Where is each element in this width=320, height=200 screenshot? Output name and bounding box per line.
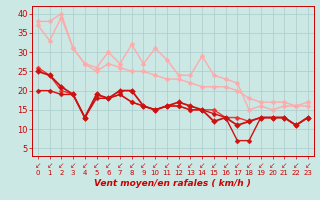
Text: ↙: ↙ bbox=[82, 162, 88, 171]
Text: ↙: ↙ bbox=[199, 162, 205, 171]
Text: ↙: ↙ bbox=[93, 162, 100, 171]
Text: ↙: ↙ bbox=[46, 162, 53, 171]
Text: ↙: ↙ bbox=[175, 162, 182, 171]
Text: ↙: ↙ bbox=[105, 162, 111, 171]
Text: ↙: ↙ bbox=[35, 162, 41, 171]
Text: ↙: ↙ bbox=[293, 162, 299, 171]
Text: ↙: ↙ bbox=[234, 162, 241, 171]
Text: ↙: ↙ bbox=[258, 162, 264, 171]
X-axis label: Vent moyen/en rafales ( km/h ): Vent moyen/en rafales ( km/h ) bbox=[94, 179, 251, 188]
Text: ↙: ↙ bbox=[269, 162, 276, 171]
Text: ↙: ↙ bbox=[281, 162, 287, 171]
Text: ↙: ↙ bbox=[164, 162, 170, 171]
Text: ↙: ↙ bbox=[70, 162, 76, 171]
Text: ↙: ↙ bbox=[222, 162, 229, 171]
Text: ↙: ↙ bbox=[152, 162, 158, 171]
Text: ↙: ↙ bbox=[211, 162, 217, 171]
Text: ↙: ↙ bbox=[117, 162, 123, 171]
Text: ↙: ↙ bbox=[58, 162, 65, 171]
Text: ↙: ↙ bbox=[187, 162, 194, 171]
Text: ↙: ↙ bbox=[129, 162, 135, 171]
Text: ↙: ↙ bbox=[246, 162, 252, 171]
Text: ↙: ↙ bbox=[140, 162, 147, 171]
Text: ↙: ↙ bbox=[305, 162, 311, 171]
